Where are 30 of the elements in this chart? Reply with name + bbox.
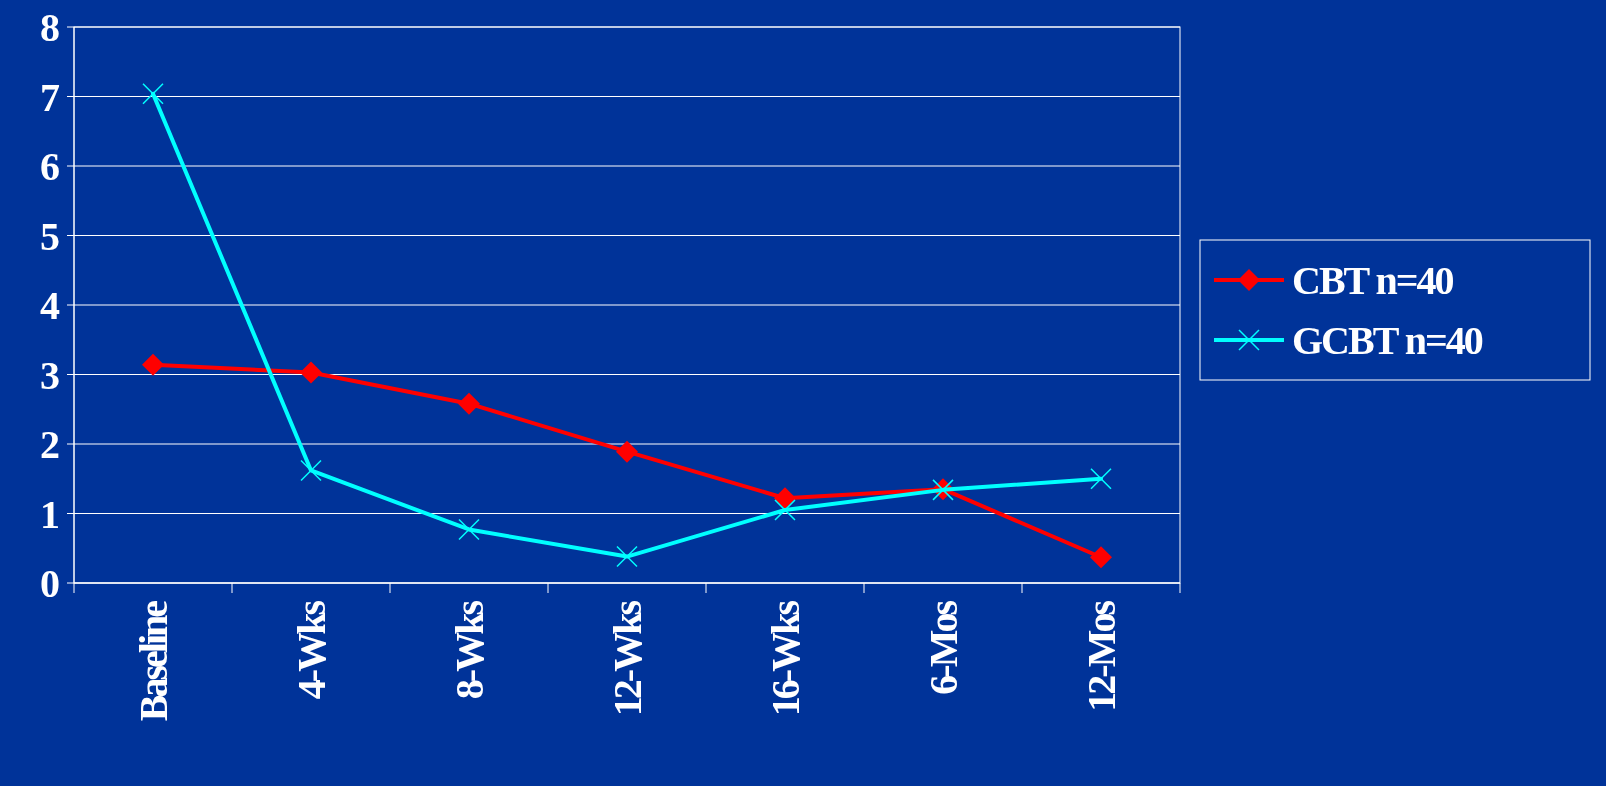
x-tick-label: 12-Mos bbox=[1079, 600, 1124, 712]
point bbox=[458, 392, 480, 415]
point bbox=[458, 518, 480, 541]
x-tick-label: Baseline bbox=[131, 600, 176, 722]
y-tick-label: 2 bbox=[40, 422, 60, 467]
point bbox=[616, 545, 638, 568]
point bbox=[616, 440, 638, 463]
point bbox=[142, 353, 164, 376]
y-tick-label: 6 bbox=[40, 144, 60, 189]
point bbox=[300, 361, 322, 384]
y-tick-label: 8 bbox=[40, 5, 60, 50]
point bbox=[142, 82, 164, 105]
x-tick-label: 6-Mos bbox=[921, 600, 966, 695]
point bbox=[1090, 546, 1112, 569]
point bbox=[774, 499, 796, 521]
y-tick-label: 4 bbox=[40, 283, 60, 328]
legend-label: GCBT n=40 bbox=[1292, 318, 1483, 363]
point bbox=[300, 459, 322, 482]
x-tick-label: 12-Wks bbox=[605, 600, 650, 717]
point bbox=[774, 487, 796, 510]
y-tick-label: 0 bbox=[40, 561, 60, 606]
legend-label: CBT n=40 bbox=[1292, 258, 1454, 303]
y-tick-label: 1 bbox=[40, 491, 60, 537]
y-tick-label: 3 bbox=[40, 352, 60, 398]
y-tick-label: 7 bbox=[40, 74, 60, 120]
x-tick-label: 16-Wks bbox=[763, 600, 808, 717]
point bbox=[1090, 468, 1112, 490]
x-tick-label: 4-Wks bbox=[289, 600, 334, 700]
y-tick-label: 5 bbox=[40, 213, 60, 259]
x-tick-label: 8-Wks bbox=[447, 600, 492, 700]
